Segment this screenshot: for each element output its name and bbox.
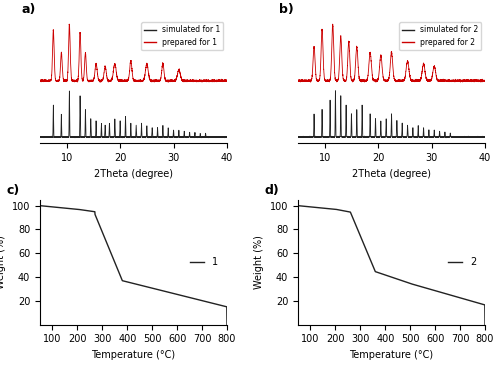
Y-axis label: Weight (%): Weight (%) [0,235,6,289]
X-axis label: 2Theta (degree): 2Theta (degree) [94,169,173,179]
Text: a): a) [22,3,36,16]
Text: c): c) [6,184,20,197]
Legend: simulated for 2, prepared for 2: simulated for 2, prepared for 2 [399,22,481,50]
Text: b): b) [280,3,294,16]
Legend: 2: 2 [444,254,480,271]
Text: d): d) [264,184,279,197]
X-axis label: Temperature (°C): Temperature (°C) [350,350,434,360]
Legend: 1: 1 [186,254,222,271]
Y-axis label: Weight (%): Weight (%) [254,235,264,289]
X-axis label: 2Theta (degree): 2Theta (degree) [352,169,431,179]
X-axis label: Temperature (°C): Temperature (°C) [92,350,176,360]
Legend: simulated for 1, prepared for 1: simulated for 1, prepared for 1 [141,22,223,50]
